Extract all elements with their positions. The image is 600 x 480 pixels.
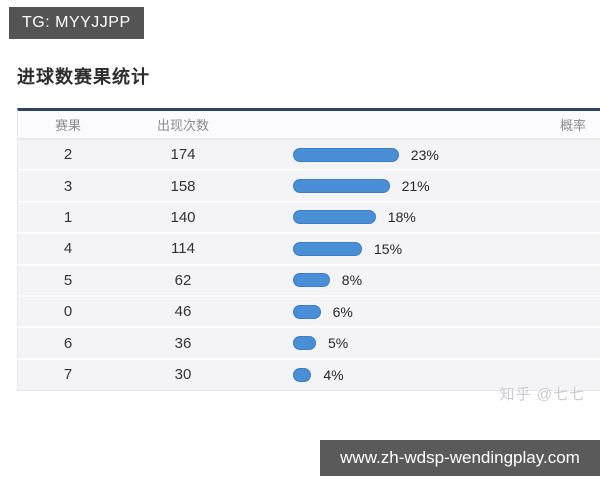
table-row: 3 158 21% xyxy=(18,171,600,203)
cell-count: 140 xyxy=(170,208,196,226)
probability-label: 21% xyxy=(401,178,430,195)
header-probability: 概率 xyxy=(559,118,586,133)
table-row: 7 30 4% xyxy=(18,359,600,392)
probability-label: 18% xyxy=(387,209,416,226)
table-row: 1 140 18% xyxy=(18,202,600,235)
cell-count: 30 xyxy=(174,366,192,384)
probability-bar xyxy=(293,367,312,382)
cell-result: 5 xyxy=(63,271,73,289)
footer-url-bar: www.zh-wdsp-wendingplay.com xyxy=(320,440,600,476)
watermark: 知乎 @七七 xyxy=(499,386,585,403)
header-count: 出现次数 xyxy=(156,118,209,133)
cell-bar: 18% xyxy=(248,209,600,225)
probability-bar xyxy=(293,304,321,319)
table-row: 4 114 15% xyxy=(18,234,600,266)
table-row: 5 62 8% xyxy=(18,265,600,297)
cell-bar: 23% xyxy=(248,147,600,163)
cell-count: 36 xyxy=(174,334,192,352)
cell-bar: 21% xyxy=(248,178,600,194)
table-body: 2 174 23% 3 158 21% 1 140 18% 4 114 15% … xyxy=(18,140,600,392)
probability-label: 15% xyxy=(374,240,403,257)
cell-count: 174 xyxy=(170,146,196,164)
table-header-row: 赛果 出现次数 概率 xyxy=(18,111,600,140)
cell-bar: 5% xyxy=(248,335,600,351)
cell-result: 7 xyxy=(63,366,73,384)
probability-label: 5% xyxy=(328,335,349,352)
cell-count: 158 xyxy=(170,177,196,195)
cell-result: 0 xyxy=(63,303,73,321)
cell-result: 2 xyxy=(63,146,73,164)
cell-result: 4 xyxy=(63,240,73,258)
cell-bar: 6% xyxy=(248,304,600,320)
probability-bar xyxy=(293,179,390,194)
cell-count: 114 xyxy=(171,240,195,258)
cell-count: 46 xyxy=(174,303,192,321)
probability-bar xyxy=(293,336,316,351)
cell-bar: 15% xyxy=(248,241,600,257)
stats-table: 赛果 出现次数 概率 2 174 23% 3 158 21% 1 140 18%… xyxy=(17,108,600,392)
probability-bar xyxy=(293,210,376,225)
probability-label: 23% xyxy=(410,146,439,163)
cell-bar: 4% xyxy=(248,367,600,383)
page-title: 进球数赛果统计 xyxy=(17,67,150,87)
tg-badge: TG: MYYJJPP xyxy=(9,7,144,39)
table-row: 0 46 6% xyxy=(18,296,600,329)
table-row: 2 174 23% xyxy=(18,140,600,172)
probability-label: 6% xyxy=(332,303,353,320)
probability-bar xyxy=(293,147,399,162)
table-row: 6 36 5% xyxy=(18,328,600,360)
probability-label: 4% xyxy=(323,366,344,383)
cell-bar: 8% xyxy=(248,272,600,288)
header-result: 赛果 xyxy=(54,118,81,133)
probability-bar xyxy=(293,241,362,256)
probability-bar xyxy=(293,273,330,288)
cell-count: 62 xyxy=(174,271,192,289)
cell-result: 3 xyxy=(63,177,73,195)
probability-label: 8% xyxy=(341,272,363,289)
cell-result: 6 xyxy=(63,334,73,352)
cell-result: 1 xyxy=(63,208,73,226)
